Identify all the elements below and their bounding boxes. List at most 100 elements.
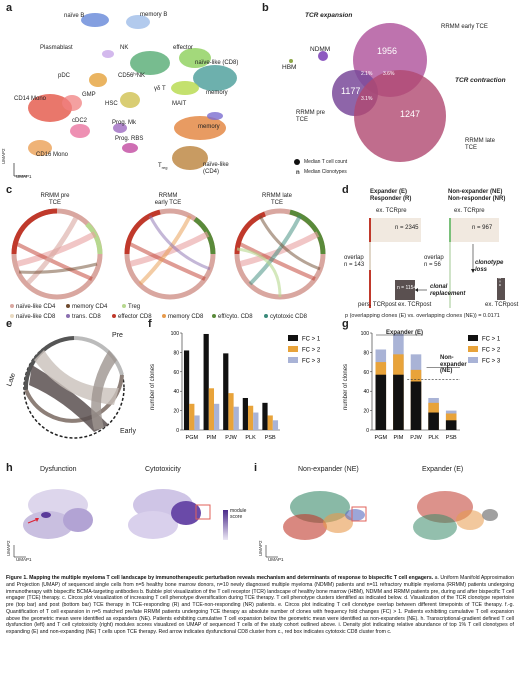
f-bar-3-2 [253, 412, 259, 430]
f-bar-1-2 [214, 403, 220, 430]
circos-title-late: RRMM late TCE [262, 193, 293, 206]
f-xtick-label-4: PSB [265, 435, 276, 441]
g-ytick-label-4: 80 [363, 350, 369, 356]
figure-caption: Figure 1. Mapping the multiple myeloma T… [6, 575, 514, 636]
g-xtick-label-0: PGM [375, 435, 388, 441]
e-early: Early [120, 428, 136, 435]
g-xtick-label-3: PLK [428, 435, 439, 441]
i-e-title: Expander (E) [422, 466, 464, 473]
cluster-label-pdc: pDC [58, 73, 71, 79]
d-pers-post: pers. TCRpost [358, 302, 397, 308]
panel-label-e: e [6, 318, 13, 330]
g-ytick-label-2: 40 [363, 389, 369, 395]
overlap-2: 3.6% [383, 71, 395, 77]
legend-n-label: Median Clonotypes [304, 169, 347, 175]
legend-label-6: memory CD8 [168, 314, 204, 320]
d-expander: Expander (E) [370, 189, 408, 195]
d-n-box-left: n = 1154 [397, 285, 417, 291]
bubble-plot-b [289, 23, 446, 165]
h-cyto-title: Cytotoxicity [145, 466, 181, 473]
box-right-top [451, 218, 499, 242]
cluster-label-hsc: HSC [105, 101, 118, 107]
circos-title-early: RRMM early TCE [154, 193, 182, 206]
d-pval: p (overlapping clones (E) vs. overlappin… [345, 313, 500, 319]
d-n-left: n = 2345 [395, 225, 419, 231]
legend-swatch-7 [212, 314, 216, 318]
panel-label-d: d [342, 184, 349, 196]
g-ytick-label-3: 60 [363, 370, 369, 376]
cluster-label-effector: effector [173, 45, 193, 51]
g-ylabel: number of clones [343, 363, 349, 410]
g-legend-label-0: FC > 1 [482, 337, 501, 343]
cluster-label-naive-cd8: naïve-like (CD8) [195, 60, 239, 66]
f-bar-0-2 [194, 415, 200, 430]
f-xtick-label-0: PGM [186, 435, 199, 441]
bar-right-top [449, 218, 451, 308]
umap-clusters [28, 13, 237, 170]
umap-h [13, 489, 228, 558]
cluster-label-memory-cd8: memory [206, 90, 228, 96]
cluster-label-mait: MAIT [172, 101, 187, 107]
box-left-top [371, 218, 421, 242]
label-late: RRMM late TCE [465, 138, 496, 151]
panel-label-a: a [6, 2, 13, 14]
cluster-label-cd14-mono: CD14 Mono [14, 96, 47, 102]
f-ytick-label-4: 80 [173, 350, 179, 356]
panel-label-c: c [6, 184, 13, 196]
umap-cytotoxicity [128, 489, 211, 539]
g-xtick-label-1: PIM [394, 435, 404, 441]
f-bar-4-2 [272, 420, 279, 430]
f-ytick-label-1: 20 [173, 409, 179, 415]
g-legend-label-1: FC > 2 [482, 348, 501, 354]
circos-e [23, 336, 125, 439]
f-bar-4-0 [262, 402, 268, 430]
d-overlap-left: overlap n = 143 [344, 255, 365, 268]
legend-label-1: memory CD4 [72, 304, 108, 310]
g-expander: Expander (E) [386, 330, 424, 336]
g-legend-swatch-0 [468, 335, 478, 341]
cluster-label-prog-mk: Prog. Mk [112, 120, 137, 126]
caption-title: Figure 1. Mapping the multiple myeloma T… [6, 575, 434, 581]
d-loss: clonotype loss [475, 260, 504, 273]
g-ytick-label-1: 20 [363, 409, 369, 415]
f-ytick-label-0: 0 [176, 428, 179, 434]
panel-label-g: g [342, 318, 349, 330]
panel-label-h: h [6, 462, 13, 474]
circos-legend: naïve-like CD4 memory CD4 Treg naïve-lik… [10, 304, 340, 324]
f-ytick-label-2: 40 [173, 389, 179, 395]
g-xtick-label-4: PSB [446, 435, 457, 441]
d-clonal: clonal replacement [430, 284, 466, 297]
legend-label-0: naïve-like CD4 [16, 304, 56, 310]
circos-c [11, 208, 326, 300]
h-module-label: module score [230, 508, 247, 520]
umap-dysfunction [13, 489, 93, 558]
f-legend-label-2: FC > 3 [302, 359, 321, 365]
g-bar-4-0 [445, 420, 457, 430]
legend-swatch-2 [122, 304, 126, 308]
cluster-label-prog-rbs: Prog. RBS [115, 136, 144, 142]
f-bar-0-0 [183, 350, 190, 430]
f-bar-0-1 [189, 403, 195, 430]
legend-label-3: naïve-like CD8 [16, 314, 56, 320]
f-bar-2-0 [223, 353, 229, 430]
f-bar-1-0 [203, 333, 209, 430]
bar-chart-f: 0 20 40 60 80 100 PGM PIM PJW PLK PSB FC > 1 FC > 2 F… [171, 331, 321, 441]
box-right-bottom [497, 278, 505, 300]
legend-swatch-0 [10, 304, 14, 308]
count-late: 1247 [400, 109, 421, 119]
cluster-label-naive-cd4: naïve-like (CD4) [203, 162, 229, 175]
f-bar-3-0 [242, 397, 248, 430]
cluster-label-memory-cd4: memory [198, 124, 220, 130]
d-responder: Responder (R) [370, 196, 412, 202]
legend-label-5: effector CD8 [118, 314, 152, 320]
legend-swatch-1 [66, 304, 70, 308]
f-legend-label-0: FC > 1 [302, 337, 321, 343]
count-pre: 1177 [341, 86, 361, 96]
tcr-repertoire-d [369, 218, 505, 308]
umap-expander [413, 491, 498, 540]
panel-label-b: b [262, 2, 269, 14]
d-overlap-right: overlap n = 56 [424, 255, 444, 268]
umap-a-ylabel: UMAP2 [1, 148, 6, 164]
f-ylabel: number of clones [150, 363, 156, 410]
cluster-label-cd16-mono: CD16 Mono [36, 152, 69, 158]
